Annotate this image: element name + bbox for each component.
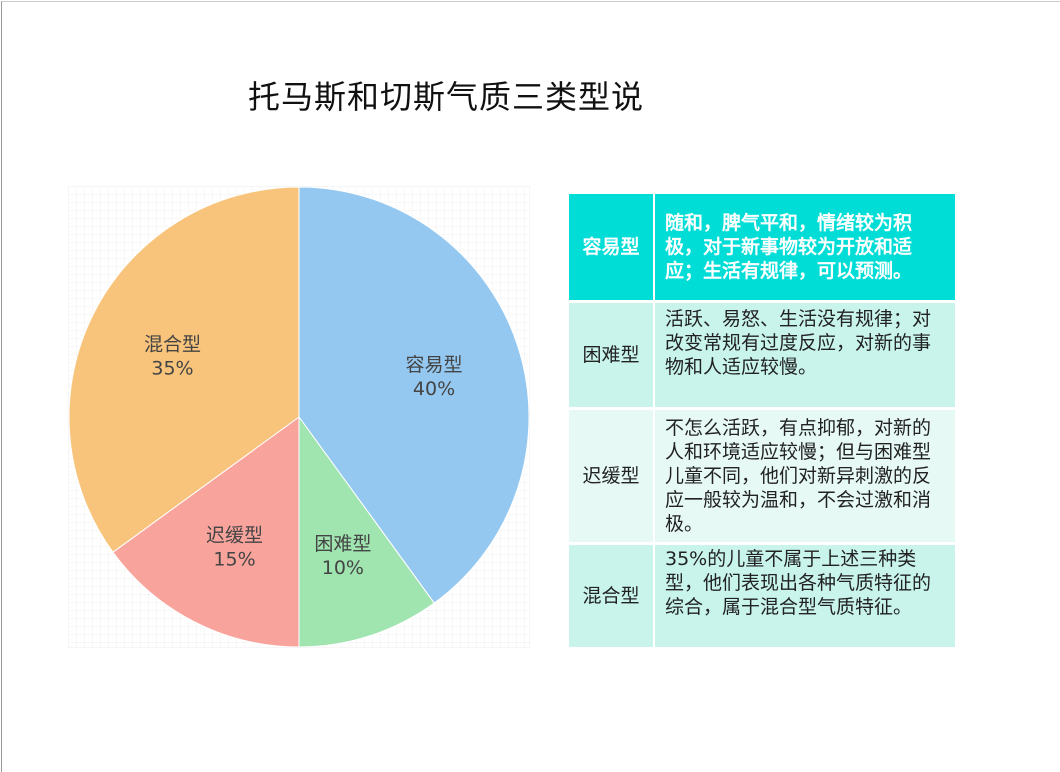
pie-slice-1 (298, 186, 530, 604)
page-title: 托马斯和切斯气质三类型说 (248, 78, 645, 116)
table-row: 容易型 随和，脾气平和，情绪较为积极，对于新事物较为开放和适应；生活有规律，可以… (569, 194, 957, 303)
type-cell: 迟缓型 (569, 410, 655, 545)
slice-category-label: 迟缓型 (206, 525, 263, 547)
desc-cell: 活跃、易怒、生活没有规律；对改变常规有过度反应，对新的事物和人适应较慢。 (655, 303, 957, 410)
desc-cell: 不怎么活跃，有点抑郁，对新的人和环境适应较慢；但与困难型儿童不同，他们对新异刺激… (655, 410, 957, 545)
slice-value-label: 15% (213, 549, 255, 571)
desc-cell: 35%的儿童不属于上述三种类型，他们表现出各种气质特征的综合，属于混合型气质特征… (655, 545, 957, 650)
type-cell: 困难型 (569, 303, 655, 410)
table-row: 困难型 活跃、易怒、生活没有规律；对改变常规有过度反应，对新的事物和人适应较慢。 (569, 303, 957, 410)
slice-value-label: 10% (322, 557, 364, 579)
slice-category-label: 容易型 (406, 354, 463, 376)
pie-slice-3 (112, 416, 300, 648)
type-cell: 容易型 (569, 194, 655, 303)
pie-slice-4 (68, 186, 300, 553)
slice-category-label: 混合型 (144, 334, 201, 356)
pie-slice-2 (298, 415, 435, 648)
desc-cell: 随和，脾气平和，情绪较为积极，对于新事物较为开放和适应；生活有规律，可以预测。 (655, 194, 957, 303)
slice-value-label: 35% (151, 358, 193, 380)
table-row: 混合型 35%的儿童不属于上述三种类型，他们表现出各种气质特征的综合，属于混合型… (569, 545, 957, 650)
table-row: 迟缓型 不怎么活跃，有点抑郁，对新的人和环境适应较慢；但与困难型儿童不同，他们对… (569, 410, 957, 545)
temperament-table: 容易型 随和，脾气平和，情绪较为积极，对于新事物较为开放和适应；生活有规律，可以… (569, 194, 957, 650)
slice-category-label: 困难型 (314, 533, 371, 555)
slice-value-label: 40% (413, 378, 455, 400)
type-cell: 混合型 (569, 545, 655, 650)
